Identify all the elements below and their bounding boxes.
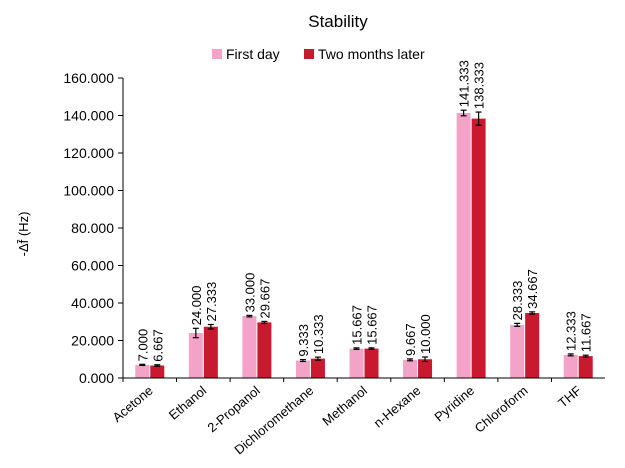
bar-first-day-pyridine: [456, 113, 471, 379]
data-label-first-day-pyridine: 141.333: [457, 60, 472, 107]
y-tick-label: 80.000: [71, 220, 114, 236]
data-label-two-months-later-chloroform: 34.667: [525, 269, 540, 309]
bar-two-months-later-thf: [578, 356, 593, 378]
data-label-two-months-later-methanol: 15.667: [365, 305, 380, 345]
legend-swatch-two-months-later: [304, 49, 314, 59]
bar-first-day-ethanol: [188, 333, 203, 378]
category-label-thf: THF: [555, 383, 584, 411]
bar-two-months-later-methanol: [364, 348, 379, 378]
bar-two-months-later-chloroform: [525, 312, 540, 378]
y-axis-ticks: 0.000 20.000 40.000 60.000 80.000 100.000 120.…: [63, 70, 123, 386]
category-label-methanol: Methanol: [319, 383, 370, 429]
data-label-first-day-methanol: 15.667: [350, 305, 365, 345]
y-tick-label: 160.000: [63, 70, 114, 86]
data-label-two-months-later-ethanol: 27.333: [204, 282, 219, 322]
bar-first-day-acetone: [135, 364, 150, 378]
data-label-first-day-ethanol: 24.000: [189, 286, 204, 326]
y-axis-title: -Δf̄ (Hz): [16, 212, 31, 257]
bar-two-months-later-pyridine: [471, 118, 486, 379]
bar-two-months-later-acetone: [150, 365, 165, 378]
bar-first-day-methanol: [349, 348, 364, 378]
data-label-first-day-acetone: 7.000: [135, 329, 150, 362]
y-tick-label: 120.000: [63, 145, 114, 161]
bar-first-day-thf: [563, 354, 578, 378]
data-label-first-day-thf: 12.333: [564, 311, 579, 351]
bar-first-day-n-hexane: [403, 359, 418, 378]
bar-first-day-2-propanol: [242, 316, 257, 378]
legend-swatch-first-day: [212, 49, 222, 59]
data-label-two-months-later-2-propanol: 29.667: [257, 279, 272, 319]
bar-two-months-later-n-hexane: [418, 359, 433, 378]
bar-two-months-later-ethanol: [203, 326, 218, 378]
category-label-chloroform: Chloroform: [472, 383, 531, 436]
category-label-acetone: Acetone: [110, 383, 156, 425]
bar-two-months-later-2-propanol: [257, 322, 272, 378]
category-label-ethanol: Ethanol: [166, 383, 210, 423]
data-label-first-day-dichloromethane: 9.333: [296, 324, 311, 357]
bars: [135, 113, 593, 379]
error-bars: [139, 109, 589, 367]
data-label-two-months-later-dichloromethane: 10.333: [311, 314, 326, 354]
y-tick-label: 100.000: [63, 183, 114, 199]
y-tick-label: 40.000: [71, 295, 114, 311]
y-tick-label: 20.000: [71, 333, 114, 349]
data-label-first-day-chloroform: 28.333: [510, 281, 525, 321]
y-tick-label: 140.000: [63, 108, 114, 124]
legend-label-first-day: First day: [226, 46, 280, 62]
legend-label-two-months-later: Two months later: [318, 46, 425, 62]
bar-two-months-later-dichloromethane: [310, 358, 325, 378]
y-tick-label: 60.000: [71, 258, 114, 274]
data-label-two-months-later-pyridine: 138.333: [472, 62, 487, 109]
bar-first-day-chloroform: [510, 324, 525, 378]
data-label-two-months-later-acetone: 6.667: [150, 329, 165, 362]
category-label-n-hexane: n-Hexane: [371, 383, 424, 431]
data-label-first-day-n-hexane: 9.667: [403, 323, 418, 356]
data-label-two-months-later-n-hexane: 10.000: [418, 314, 433, 354]
bar-first-day-dichloromethane: [295, 360, 310, 378]
data-label-two-months-later-thf: 11.667: [579, 313, 594, 352]
y-tick-label: 0.000: [79, 370, 114, 386]
legend: First day Two months later: [212, 46, 425, 62]
chart-title: Stability: [308, 12, 368, 31]
data-label-first-day-2-propanol: 33.000: [242, 273, 257, 313]
category-label-pyridine: Pyridine: [431, 383, 477, 425]
